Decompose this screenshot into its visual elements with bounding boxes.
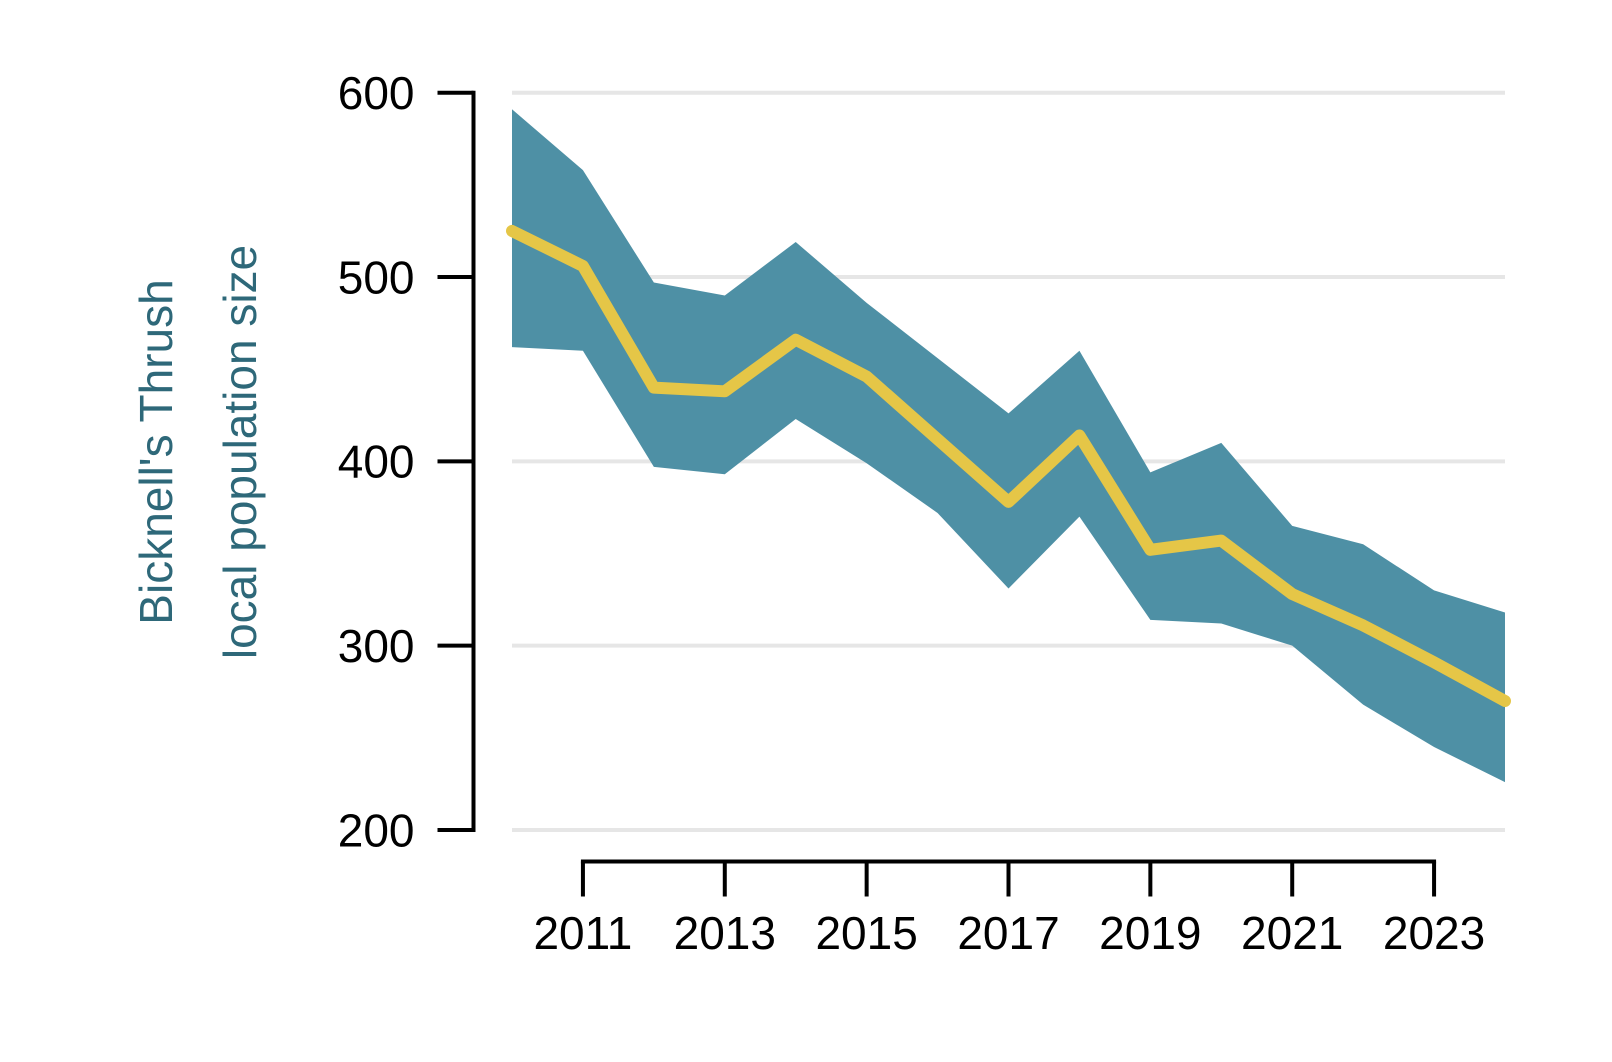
x-tick-label: 2013 — [674, 907, 776, 959]
x-tick-label: 2017 — [957, 907, 1059, 959]
confidence-band — [512, 109, 1505, 783]
x-tick-label: 2021 — [1241, 907, 1343, 959]
y-tick-label: 400 — [338, 436, 415, 488]
y-axis-title-line-1: Bicknell's Thrush — [130, 279, 182, 625]
y-tick-label: 600 — [338, 67, 415, 119]
y-tick-label: 500 — [338, 251, 415, 303]
x-tick-label: 2019 — [1099, 907, 1201, 959]
y-tick-label: 200 — [338, 804, 415, 856]
mean-line — [506, 224, 1511, 707]
x-tick-label: 2023 — [1383, 907, 1485, 959]
x-tick-label: 2011 — [533, 907, 632, 959]
x-axis: 2011 2013 2015 2017 2019 2021 2023 — [533, 859, 1485, 959]
x-tick-label: 2015 — [815, 907, 917, 959]
y-tick-label: 300 — [338, 620, 415, 672]
y-axis: 200 300 400 500 600 — [338, 67, 476, 856]
confidence-band-polygon — [512, 109, 1505, 783]
y-axis-title-line-2: local population size — [214, 244, 266, 660]
mean-polyline — [506, 224, 1511, 707]
